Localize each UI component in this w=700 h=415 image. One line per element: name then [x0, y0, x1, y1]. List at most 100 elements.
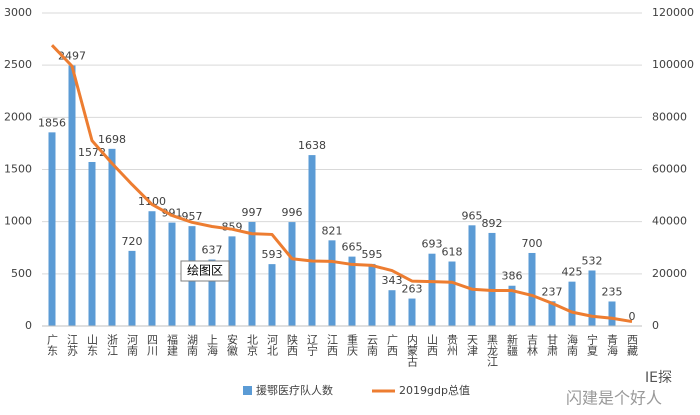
x-tick-label: 西藏 — [626, 334, 639, 357]
bar — [468, 225, 476, 326]
x-tick-label: 宁夏 — [586, 333, 599, 356]
x-tick-label: 陕西 — [286, 333, 299, 356]
data-label: 237 — [542, 285, 563, 298]
x-tick-label: 湖南 — [186, 334, 199, 356]
x-tick-label: 四川 — [146, 334, 159, 356]
bar — [448, 261, 456, 326]
data-label: 263 — [402, 283, 423, 296]
y-tick-label: 500 — [11, 267, 32, 280]
bar — [428, 253, 436, 326]
x-tick-label: 云南 — [366, 334, 379, 356]
bar — [328, 240, 336, 326]
x-tick-label: 辽宁 — [306, 334, 319, 356]
y2-tick-label: 100000 — [652, 58, 694, 71]
x-tick-label: 江苏 — [66, 334, 79, 357]
bar — [488, 232, 496, 326]
bar — [408, 298, 416, 326]
data-label: 595 — [362, 248, 383, 261]
data-label: 1638 — [298, 139, 326, 152]
data-label: 593 — [262, 248, 283, 261]
y-tick-label: 2500 — [4, 58, 32, 71]
watermark: IE探 — [645, 370, 672, 386]
data-label: 532 — [582, 254, 603, 267]
data-label: 1698 — [98, 133, 126, 146]
data-label: 386 — [502, 270, 523, 283]
y2-tick-label: 120000 — [652, 6, 694, 19]
tooltip-box — [180, 260, 230, 282]
x-tick-label: 广西 — [386, 334, 399, 356]
x-tick-label: 河南 — [126, 334, 139, 356]
x-tick-label: 河北 — [266, 334, 279, 356]
data-label: 235 — [602, 285, 623, 298]
data-label: 425 — [562, 266, 583, 279]
bar — [208, 259, 216, 326]
bar — [88, 161, 96, 326]
bar — [568, 281, 576, 326]
bar — [68, 65, 76, 326]
data-label: 637 — [202, 244, 223, 257]
data-label: 720 — [122, 235, 143, 248]
x-tick-label: 福建 — [166, 333, 179, 357]
x-tick-label: 甘肃 — [546, 334, 559, 357]
data-label: 0 — [629, 310, 636, 323]
y2-tick-label: 20000 — [652, 267, 687, 280]
x-tick-label: 广东 — [46, 334, 59, 356]
data-label: 965 — [462, 209, 483, 222]
bar — [148, 211, 156, 326]
line — [50, 44, 633, 324]
tooltip: 绘图区 — [187, 263, 223, 278]
y2-tick-label: 0 — [652, 319, 659, 332]
x-tick-label: 安徽 — [226, 333, 239, 357]
x-tick-label: 山西 — [426, 334, 439, 356]
data-label: 693 — [422, 238, 443, 251]
data-label: 700 — [522, 237, 543, 250]
x-tick-label: 北京 — [246, 334, 259, 357]
y-tick-label: 2000 — [4, 110, 32, 123]
x-tick-label: 重庆 — [346, 333, 359, 357]
x-tick-label: 天津 — [466, 334, 479, 356]
bar — [268, 264, 276, 326]
data-label: 343 — [382, 274, 403, 287]
x-tick-label: 上海 — [206, 334, 219, 357]
x-tick-label: 新疆 — [506, 333, 519, 356]
legend-swatch — [243, 386, 252, 395]
data-label: 996 — [282, 206, 303, 219]
bar — [508, 285, 516, 326]
bar — [128, 250, 136, 326]
bar — [108, 148, 116, 326]
x-tick-label: 海南 — [566, 333, 579, 356]
legend-label: 2019gdp总值 — [399, 383, 470, 397]
data-label: 821 — [322, 224, 343, 237]
bar — [308, 155, 316, 326]
bar — [228, 236, 236, 326]
x-tick-label: 吉林 — [526, 334, 539, 356]
bar — [588, 270, 596, 326]
bar — [348, 256, 356, 326]
bar — [288, 222, 296, 326]
y-tick-label: 1000 — [4, 215, 32, 228]
x-tick-label: 内蒙古 — [406, 333, 419, 367]
data-label: 997 — [242, 206, 263, 219]
y-tick-label: 1500 — [4, 163, 32, 176]
bar — [528, 252, 536, 326]
x-tick-label: 浙江 — [106, 334, 119, 356]
data-label: 1856 — [38, 116, 66, 129]
y-tick-label: 0 — [25, 319, 32, 332]
x-tick-label: 黑龙江 — [486, 334, 499, 367]
bar — [608, 301, 616, 326]
bar — [248, 221, 256, 326]
bar — [368, 263, 376, 326]
y2-tick-label: 80000 — [652, 110, 687, 123]
bar — [168, 222, 176, 326]
x-tick-label: 贵州 — [446, 334, 459, 356]
data-label: 665 — [342, 241, 363, 254]
y-tick-label: 3000 — [4, 6, 32, 19]
data-label: 892 — [482, 217, 503, 230]
x-tick-label: 江西 — [326, 334, 339, 356]
watermark: 闪建是个好人 — [566, 389, 662, 408]
bar — [548, 301, 556, 326]
x-tick-label: 青海 — [606, 334, 619, 357]
x-tick-label: 山东 — [86, 334, 99, 356]
